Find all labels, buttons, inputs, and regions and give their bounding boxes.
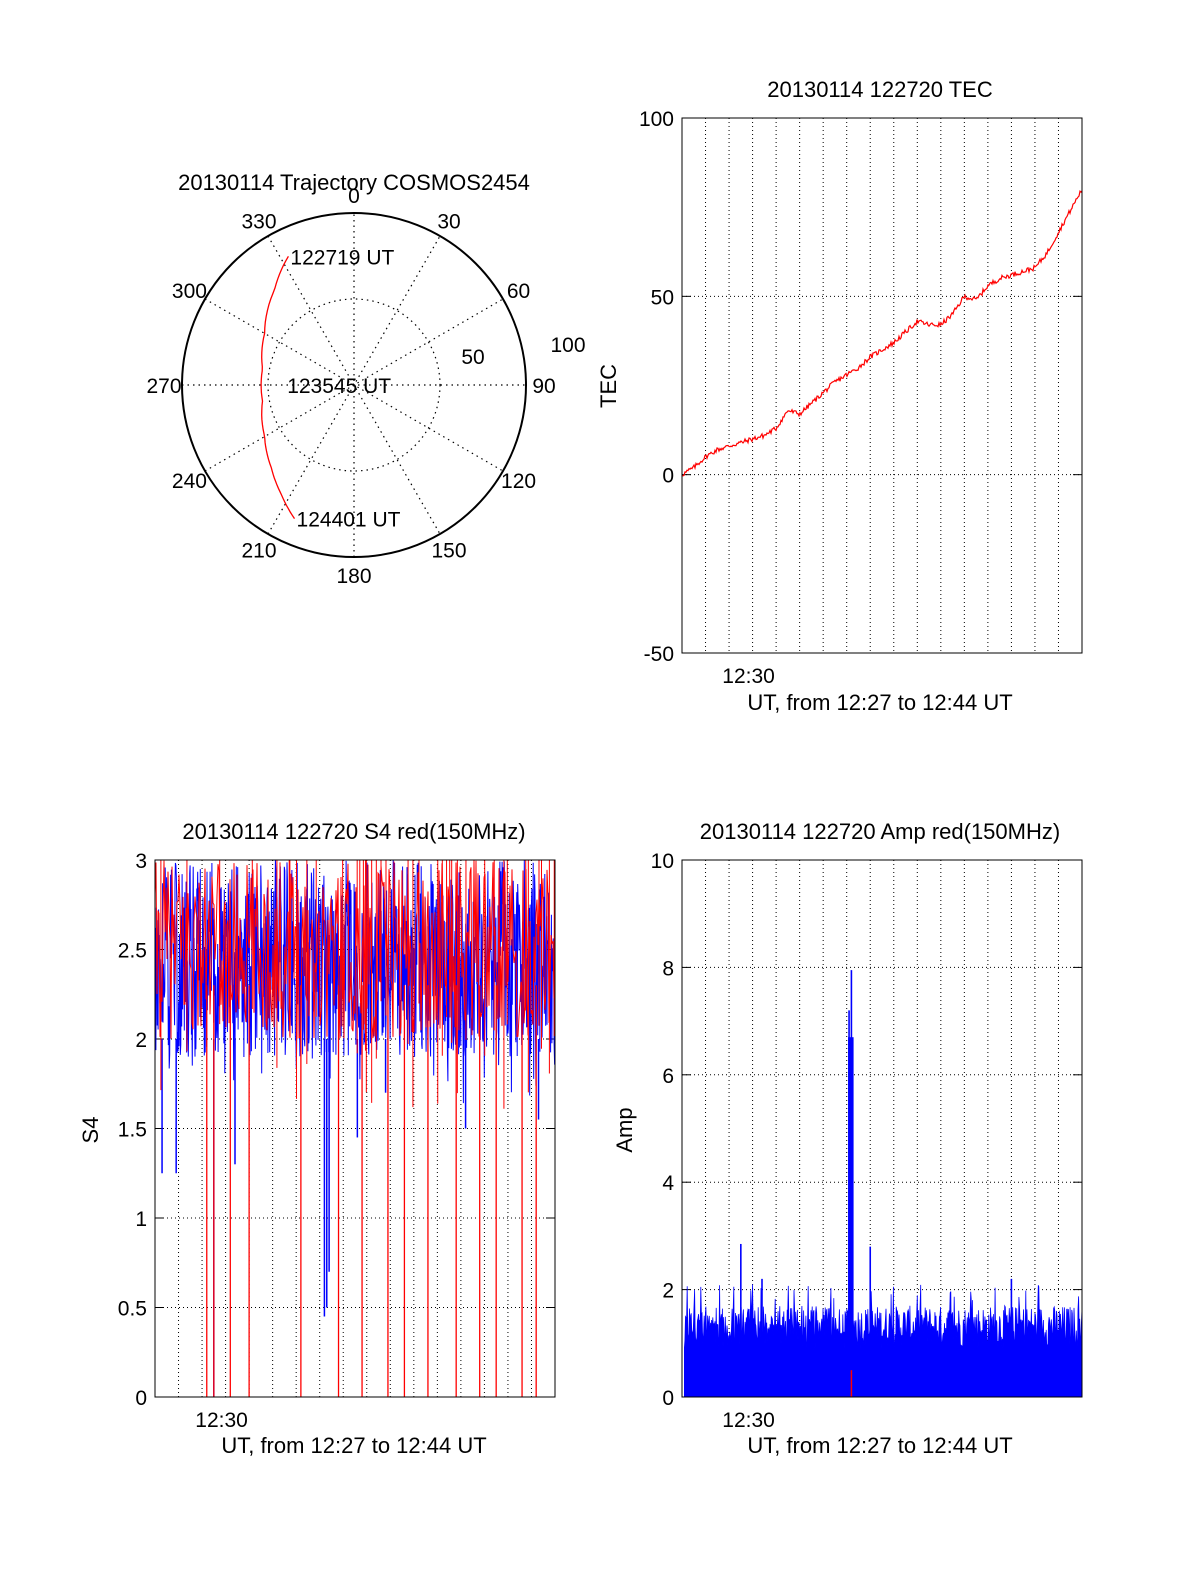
tec-plot-frame <box>681 117 1083 654</box>
amp-title: 20130114 122720 Amp red(150MHz) <box>700 819 1060 844</box>
trajectory-annotation: 124401 UT <box>297 509 401 532</box>
trajectory-annotations: 122719 UT 123545 UT 124401 UT <box>287 246 400 531</box>
tec-y-tick-labels: -50 0 50 100 <box>639 108 674 666</box>
azimuth-label: 270 <box>146 375 181 398</box>
x-tick-label: 12:30 <box>722 665 775 688</box>
s4-red-series <box>154 860 556 1397</box>
amp-xlabel: UT, from 12:27 to 12:44 UT <box>747 1433 1012 1458</box>
y-tick-label: -50 <box>644 643 674 666</box>
azimuth-label: 60 <box>507 280 530 303</box>
y-tick-label: 10 <box>651 850 674 873</box>
y-tick-label: 1 <box>135 1208 147 1231</box>
trajectory-line <box>260 255 296 519</box>
azimuth-label: 30 <box>437 210 460 233</box>
s4-x-tick-labels: 12:30 <box>195 1409 248 1432</box>
y-tick-label: 2.5 <box>118 940 147 963</box>
y-tick-label: 3 <box>135 850 147 873</box>
amp-y-tick-labels: 0 2 4 6 8 10 <box>651 850 675 1410</box>
amp-plot-frame <box>681 859 1083 1398</box>
radial-label: 100 <box>550 334 585 357</box>
polar-title: 20130114 Trajectory COSMOS2454 <box>178 170 530 195</box>
amp-blue-series <box>684 970 1083 1398</box>
s4-title: 20130114 122720 S4 red(150MHz) <box>182 819 525 844</box>
s4-y-tick-labels: 0 0.5 1 1.5 2 2.5 3 <box>118 850 147 1410</box>
x-tick-label: 12:30 <box>722 1409 775 1432</box>
s4-red-noise <box>154 860 556 1039</box>
azimuth-label: 330 <box>241 210 276 233</box>
trajectory-annotation: 123545 UT <box>287 375 391 398</box>
y-tick-label: 6 <box>662 1065 674 1088</box>
polar-azimuth-labels: 0 30 60 90 120 150 180 210 240 270 300 330 <box>146 185 555 588</box>
y-tick-label: 0 <box>662 465 674 488</box>
tec-ylabel: TEC <box>596 364 621 408</box>
radial-label: 50 <box>461 346 484 369</box>
amp-plot: 20130114 122720 Amp red(150MHz) 0246810 … <box>612 819 1083 1458</box>
polar-trajectory-plot: 20130114 Trajectory COSMOS2454 0 30 60 90 12… <box>146 170 585 588</box>
azimuth-label: 150 <box>431 540 466 563</box>
y-tick-label: 0 <box>662 1387 674 1410</box>
y-tick-label: 4 <box>662 1172 674 1195</box>
y-tick-label: 50 <box>651 286 674 309</box>
azimuth-label: 240 <box>172 470 207 493</box>
azimuth-label: 0 <box>348 185 360 208</box>
azimuth-label: 210 <box>241 540 276 563</box>
s4-ylabel: S4 <box>78 1117 103 1144</box>
y-tick-label: 8 <box>662 957 674 980</box>
y-tick-label: 100 <box>639 108 674 131</box>
y-tick-label: 0 <box>135 1387 147 1410</box>
y-tick-label: 2 <box>662 1280 674 1303</box>
s4-plot-frame <box>154 859 556 1398</box>
tec-xlabel: UT, from 12:27 to 12:44 UT <box>747 690 1012 715</box>
amp-spike-block <box>848 1037 854 1344</box>
tec-grid <box>682 117 1082 654</box>
polar-spoke <box>267 235 441 535</box>
y-tick-label: 2 <box>135 1029 147 1052</box>
amp-blue-band <box>684 1284 1083 1398</box>
azimuth-label: 90 <box>532 375 555 398</box>
amp-grid <box>682 859 1082 1398</box>
azimuth-label: 300 <box>172 280 207 303</box>
polar-inner-circle <box>267 298 441 472</box>
polar-radial-labels: 50 100 <box>461 334 585 369</box>
tec-x-tick-labels: 12:30 <box>722 665 775 688</box>
polar-grid <box>181 212 527 558</box>
azimuth-label: 180 <box>336 565 371 588</box>
tec-title: 20130114 122720 TEC <box>767 77 993 102</box>
tec-series-line <box>682 190 1083 477</box>
amp-ylabel: Amp <box>612 1107 637 1152</box>
amp-x-tick-labels: 12:30 <box>722 1409 775 1432</box>
azimuth-label: 120 <box>501 470 536 493</box>
trajectory-annotation: 122719 UT <box>290 246 394 269</box>
x-tick-label: 12:30 <box>195 1409 248 1432</box>
s4-plot: 20130114 122720 S4 red(150MHz) 0 0.5 1 1.5 2… <box>78 819 556 1458</box>
y-tick-label: 1.5 <box>118 1119 147 1142</box>
y-tick-label: 0.5 <box>118 1298 147 1321</box>
s4-xlabel: UT, from 12:27 to 12:44 UT <box>221 1433 486 1458</box>
